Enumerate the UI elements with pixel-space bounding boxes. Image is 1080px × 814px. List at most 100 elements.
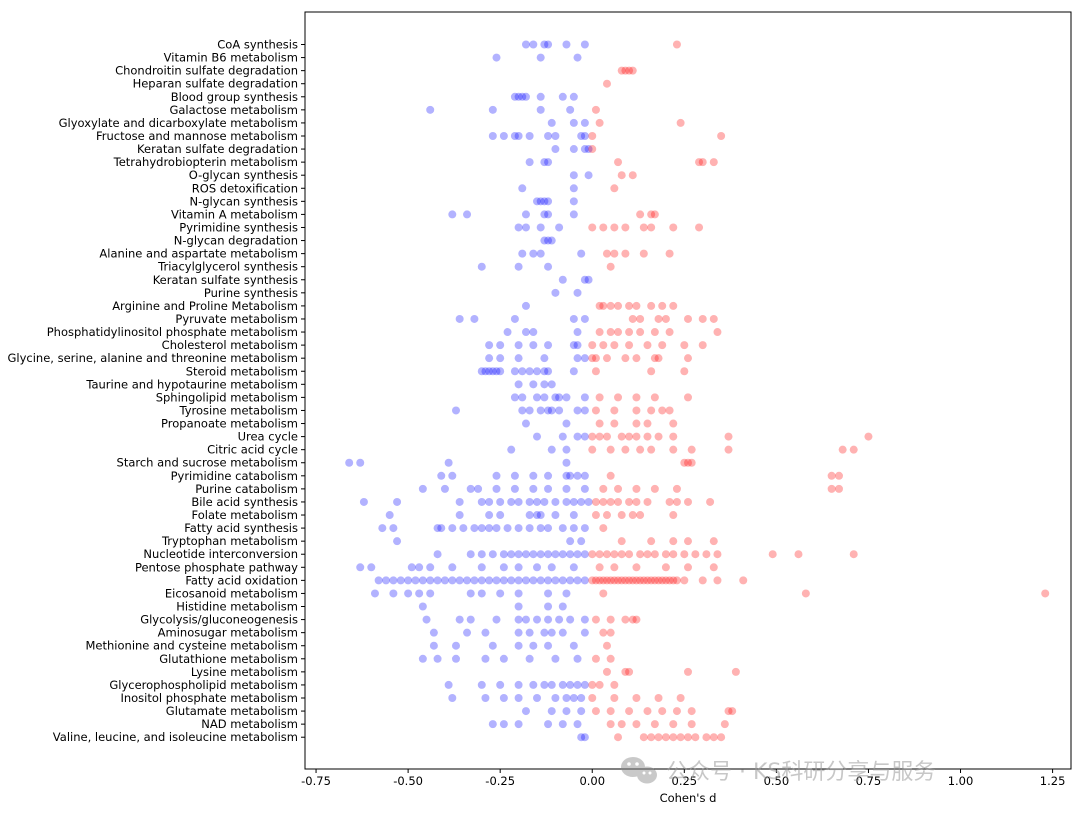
data-point — [470, 576, 479, 585]
y-tick-label: Glycine, serine, alanine and threonine m… — [8, 351, 299, 365]
data-point — [636, 576, 645, 585]
data-point — [591, 615, 600, 624]
data-point — [569, 367, 578, 376]
data-point — [529, 380, 538, 389]
data-point — [614, 733, 623, 742]
data-point — [647, 406, 656, 415]
data-point — [499, 131, 508, 140]
data-point — [632, 720, 641, 729]
data-point — [610, 184, 619, 193]
data-point — [540, 393, 549, 402]
data-point — [632, 615, 641, 624]
data-point — [650, 550, 659, 559]
y-tick-label: Keratan sulfate degradation — [137, 142, 298, 156]
data-point — [547, 236, 556, 245]
data-point — [672, 40, 681, 49]
data-point — [367, 563, 376, 572]
data-point — [569, 497, 578, 506]
data-point — [455, 615, 464, 624]
data-point — [496, 511, 505, 520]
data-point — [709, 537, 718, 546]
data-point — [529, 40, 538, 49]
data-point — [455, 576, 464, 585]
data-point — [481, 628, 490, 637]
data-point — [562, 707, 571, 716]
x-tick-label: -0.75 — [301, 774, 331, 788]
data-point — [636, 511, 645, 520]
data-point — [834, 471, 843, 480]
data-point — [654, 354, 663, 363]
data-point — [573, 576, 582, 585]
data-point — [647, 445, 656, 454]
data-point — [492, 615, 501, 624]
y-tick-label: Fatty acid oxidation — [185, 573, 298, 587]
data-point — [602, 79, 611, 88]
data-point — [573, 471, 582, 480]
data-point — [569, 197, 578, 206]
data-point — [551, 550, 560, 559]
data-point — [507, 445, 516, 454]
data-point — [521, 40, 530, 49]
data-point — [591, 367, 600, 376]
data-point — [544, 158, 553, 167]
data-point — [639, 733, 648, 742]
data-point — [621, 445, 630, 454]
data-point — [632, 432, 641, 441]
data-point — [621, 576, 630, 585]
data-point — [411, 576, 420, 585]
data-point — [547, 563, 556, 572]
y-tick-label: Fructose and mannose metabolism — [96, 129, 298, 143]
data-point — [404, 589, 413, 598]
data-point — [720, 720, 729, 729]
data-point — [580, 393, 589, 402]
data-point — [602, 432, 611, 441]
data-point — [418, 576, 427, 585]
plot-frame — [304, 11, 1072, 770]
y-tick-label: CoA synthesis — [217, 38, 298, 52]
data-point — [488, 720, 497, 729]
data-point — [404, 576, 413, 585]
data-point — [536, 105, 545, 114]
y-tick-label: Purine synthesis — [204, 286, 298, 300]
data-point — [650, 354, 659, 363]
data-point — [584, 171, 593, 180]
data-point — [521, 92, 530, 101]
data-point — [544, 197, 553, 206]
data-point — [621, 223, 630, 232]
y-tick-label: Pentose phosphate pathway — [135, 560, 298, 574]
data-point — [514, 602, 523, 611]
data-point — [573, 680, 582, 689]
data-point — [632, 694, 641, 702]
data-point — [463, 628, 472, 637]
data-point — [595, 393, 604, 402]
data-point — [544, 589, 553, 598]
data-point — [636, 550, 645, 559]
data-point — [610, 563, 619, 572]
data-point — [610, 249, 619, 258]
data-point — [628, 66, 637, 75]
data-point — [606, 328, 615, 337]
data-point — [639, 249, 648, 258]
data-point — [580, 550, 589, 559]
y-tick-label: Inositol phosphate metabolism — [120, 691, 298, 705]
y-tick-label: Eicosanoid metabolism — [165, 586, 298, 600]
data-point — [444, 680, 453, 689]
data-point — [658, 576, 667, 585]
data-point — [599, 341, 608, 350]
data-point — [580, 524, 589, 533]
data-point — [529, 576, 538, 585]
data-point — [551, 131, 560, 140]
data-point — [496, 680, 505, 689]
y-tick-label: Heparan sulfate degradation — [133, 77, 298, 91]
data-point — [477, 367, 486, 376]
data-point — [499, 550, 508, 559]
y-tick-label: Glycerophospholipid metabolism — [109, 678, 298, 692]
data-point — [521, 419, 530, 428]
data-point — [569, 118, 578, 127]
data-point — [610, 341, 619, 350]
data-point — [639, 576, 648, 585]
data-point — [555, 406, 564, 415]
data-point — [834, 484, 843, 493]
data-point — [529, 249, 538, 258]
data-point — [525, 406, 534, 415]
